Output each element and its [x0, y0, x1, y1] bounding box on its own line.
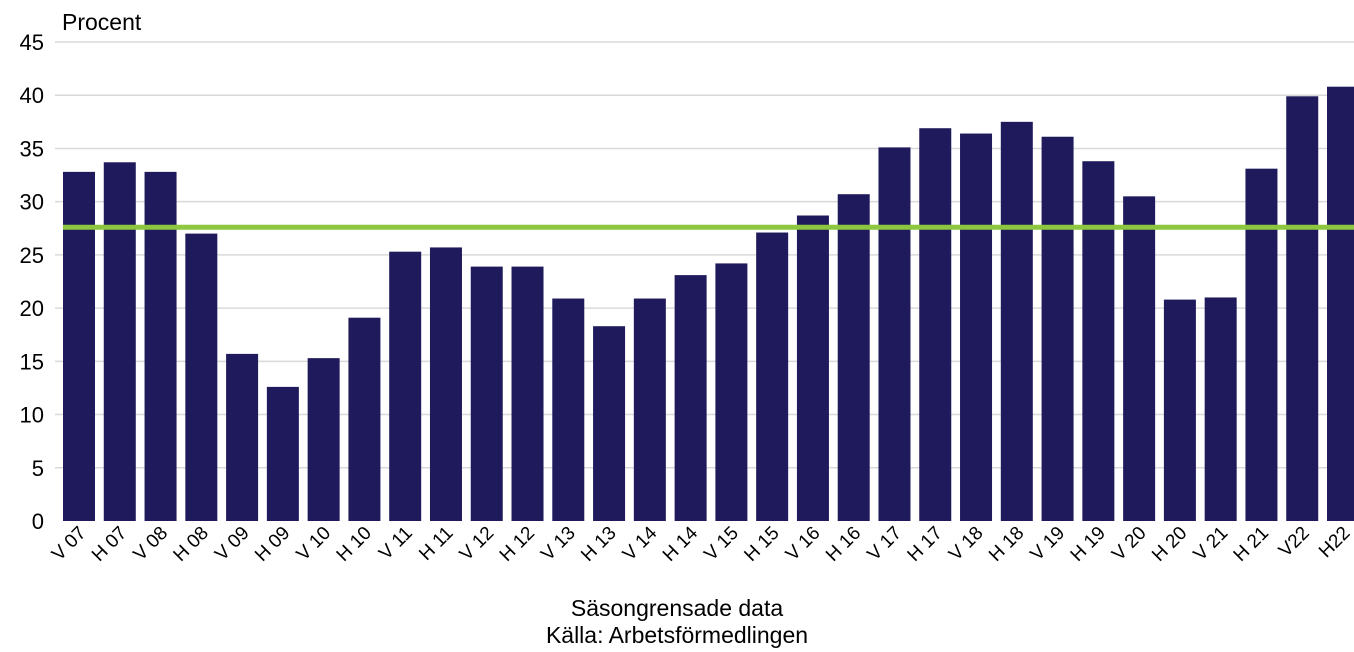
y-tick-label: 25	[20, 243, 44, 268]
x-tick-label: H 19	[1067, 523, 1110, 566]
x-tick-label: V 15	[700, 523, 742, 565]
x-tick-label: H 14	[659, 522, 703, 566]
y-tick-label: 0	[32, 509, 44, 534]
bar	[593, 326, 626, 521]
bar	[1204, 297, 1237, 521]
y-tick-label: 20	[20, 296, 44, 321]
x-tick-label: H22	[1315, 523, 1354, 562]
bar	[511, 266, 544, 521]
x-tick-label: V 13	[537, 523, 579, 565]
x-axis-ticks: V 07H 07V 08H 08V 09H 09V 10H 10 V 11H 11…	[48, 522, 1354, 566]
x-tick-label: V 16	[782, 523, 824, 565]
bar	[307, 358, 340, 521]
bar	[552, 298, 585, 521]
bar	[919, 128, 952, 521]
y-axis-title: Procent	[62, 9, 142, 35]
bar	[796, 215, 829, 521]
x-tick-label: V 11	[375, 523, 416, 564]
x-tick-label: V 10	[293, 523, 335, 565]
x-tick-label: H 13	[577, 523, 620, 566]
y-axis-ticks: 0 5 10 15 20 25 30 35 40 45	[20, 30, 44, 534]
x-tick-label: V 07	[48, 523, 90, 565]
x-tick-label: H 10	[333, 523, 376, 566]
caption-note: Säsongrensade data	[570, 595, 784, 621]
x-tick-label: V 20	[1108, 523, 1150, 565]
bar	[103, 162, 136, 521]
x-tick-label: V 14	[619, 522, 662, 565]
bar	[633, 298, 666, 521]
bar	[429, 247, 462, 521]
bar	[389, 251, 422, 521]
y-tick-label: 40	[20, 83, 44, 108]
bar	[1123, 196, 1156, 521]
x-tick-label: V 21	[1190, 523, 1232, 565]
x-tick-label: H 08	[170, 523, 213, 566]
bar	[1286, 96, 1319, 521]
y-tick-label: 15	[20, 349, 44, 374]
y-tick-label: 10	[20, 403, 44, 428]
x-tick-label: H 15	[740, 523, 783, 566]
bar	[1327, 86, 1354, 521]
bar	[715, 263, 748, 521]
bar	[756, 232, 789, 521]
bar	[1082, 161, 1115, 521]
x-tick-label: V 08	[130, 523, 172, 565]
x-tick-label: H 11	[415, 523, 457, 565]
x-tick-label: V 09	[211, 523, 253, 565]
bar	[878, 147, 911, 521]
x-tick-label: H 16	[822, 523, 865, 566]
bar	[266, 386, 299, 521]
x-tick-label: V 19	[1027, 523, 1069, 565]
bar	[674, 275, 707, 521]
x-tick-label: H 18	[985, 523, 1028, 566]
x-tick-label: H 07	[88, 523, 131, 566]
x-tick-label: V22	[1275, 523, 1314, 562]
bar	[1245, 168, 1278, 521]
x-tick-label: H 17	[904, 523, 947, 566]
bar	[1000, 121, 1033, 521]
x-tick-label: H 20	[1148, 523, 1191, 566]
bar	[1041, 136, 1074, 522]
bar	[185, 233, 218, 521]
bar	[226, 353, 259, 521]
bars	[63, 86, 1354, 522]
y-tick-label: 45	[20, 30, 44, 55]
bar	[960, 133, 993, 521]
x-tick-label: V 12	[456, 523, 498, 565]
bar	[63, 171, 95, 521]
bar	[1163, 299, 1196, 521]
y-tick-label: 30	[20, 190, 44, 215]
bar	[348, 317, 381, 521]
x-tick-label: V 18	[945, 523, 987, 565]
caption-source: Källa: Arbetsförmedlingen	[545, 622, 809, 648]
bar	[470, 266, 503, 521]
bar	[144, 171, 177, 521]
x-tick-label: H 09	[251, 523, 294, 566]
bar	[837, 194, 870, 521]
x-tick-label: H 12	[496, 523, 539, 566]
y-tick-label: 5	[32, 456, 44, 481]
y-tick-label: 35	[20, 136, 44, 161]
x-tick-label: H 21	[1230, 523, 1273, 566]
x-tick-label: V 17	[864, 523, 906, 565]
